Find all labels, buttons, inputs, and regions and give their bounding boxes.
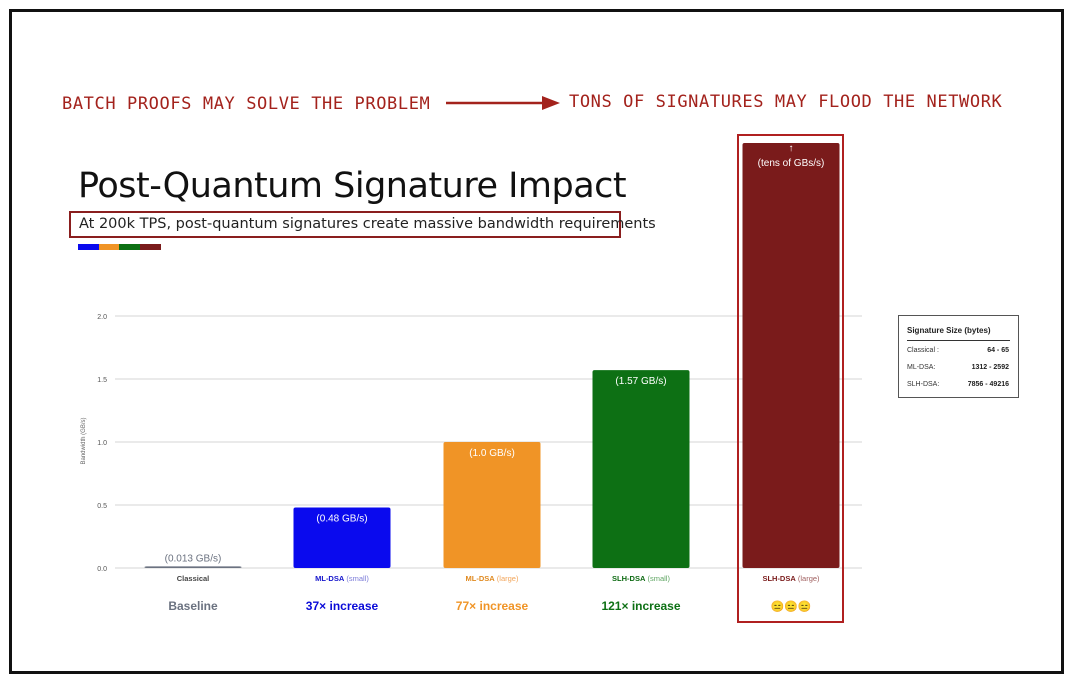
chart-title: Post-Quantum Signature Impact [78,166,627,206]
color-swatch [98,244,120,250]
annotation-signature-flood: TONS OF SIGNATURES MAY FLOOD THE NETWORK [569,92,1003,112]
category-name: SLH-DSA [612,574,646,583]
legend-row-label: ML-DSA: [907,364,936,371]
data-label: (1.0 GB/s) [469,448,515,459]
increase-label: 😑😑😑 [770,600,811,613]
data-label: (0.48 GB/s) [316,514,367,525]
category-variant: (large) [796,574,820,583]
bar [742,143,840,568]
legend-title: Signature Size (bytes) [907,326,991,335]
data-label: (0.013 GB/s) [165,553,222,564]
bar [144,566,242,568]
data-label: (1.57 GB/s) [615,376,666,387]
color-swatch [139,244,161,250]
annotation-arrow-icon [446,96,560,110]
category-variant: (small) [645,574,670,583]
bar [443,442,541,568]
category-label: SLH-DSA (small) [612,574,670,583]
signature-size-legend: Signature Size (bytes) Classical : 64 - … [898,315,1019,398]
y-tick-label: 0.0 [97,566,107,573]
y-tick-label: 1.5 [97,377,107,384]
legend-row-value: 7856 - 49216 [967,381,1009,388]
annotation-batch-proofs: BATCH PROOFS MAY SOLVE THE PROBLEM [62,94,431,114]
category-name: Classical [177,574,210,583]
y-axis-label: Bandwidth (GB/s) [81,417,87,464]
bar [293,507,391,568]
increase-label: 37× increase [306,599,379,613]
y-tick-label: 0.5 [97,503,107,510]
subtitle-highlight-box [69,211,621,238]
category-variant: (small) [344,574,369,583]
color-swatch [119,244,140,250]
increase-label: Baseline [168,599,218,613]
category-label: Classical [177,574,210,583]
chart-subtitle: At 200k TPS, post-quantum signatures cre… [79,216,656,232]
y-tick-label: 2.0 [97,314,107,321]
slh-dsa-large-highlight-box [737,134,844,623]
increase-label: 121× increase [601,599,680,613]
category-variant: (large) [495,574,519,583]
y-tick-label: 1.0 [97,440,107,447]
overflow-arrow-icon: ↑ [789,143,794,154]
category-name: ML-DSA [466,574,496,583]
data-label: (tens of GBs/s) [758,158,825,169]
legend-divider [907,340,1010,341]
category-label: ML-DSA (large) [466,574,519,583]
bar [592,370,690,568]
legend-row-label: SLH-DSA: [907,381,940,388]
category-label: SLH-DSA (large) [762,574,820,583]
category-name: SLH-DSA [762,574,796,583]
legend-row-label: Classical : [907,347,939,354]
category-label: ML-DSA (small) [315,574,369,583]
category-name: ML-DSA [315,574,345,583]
legend-row-value: 1312 - 2592 [971,364,1009,371]
increase-label: 77× increase [456,599,529,613]
legend-row-value: 64 - 65 [987,347,1009,354]
color-swatch [78,244,99,250]
